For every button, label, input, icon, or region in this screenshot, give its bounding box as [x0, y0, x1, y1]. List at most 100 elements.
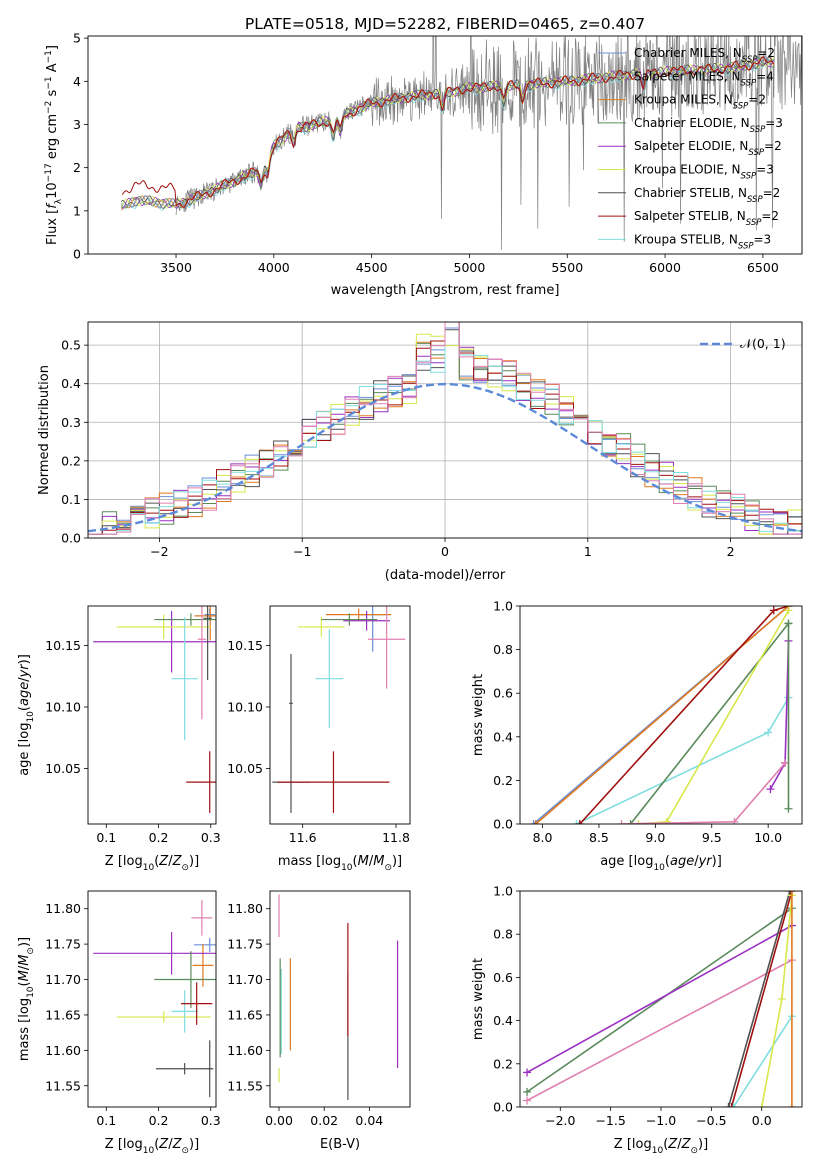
kroupa-elodie-marker: [634, 820, 643, 824]
kroupa-miles-marker: [531, 820, 540, 824]
chabrier-elodie-marker: [784, 619, 793, 628]
y-tick-label: 11.65: [45, 1007, 81, 1022]
pink-marker: [523, 1096, 532, 1105]
label-part: age [: [17, 742, 32, 775]
axes-frame: [519, 890, 803, 1108]
label-part: 10: [341, 863, 353, 873]
y-tick-label: 3: [73, 117, 81, 132]
y-tick-label: 10.15: [45, 638, 81, 653]
salpeter-stelib-marker: [575, 820, 584, 824]
chabrier-elodie-marker: [784, 804, 793, 813]
chabrier-elodie-cumulative-line: [629, 622, 790, 824]
y-tick-label: 0.4: [493, 729, 513, 744]
legend-suffix: =4: [756, 69, 774, 83]
salpeter-elodie-marker: [766, 785, 775, 794]
chabrier-stelib-cumulative-line: [727, 891, 791, 1107]
y-tick-label: 1.0: [493, 884, 513, 899]
residual-y-label: Normed distribution: [37, 365, 52, 495]
y-tick-label: 0.8: [493, 927, 513, 942]
pink-histogram: [88, 322, 802, 535]
legend-text: Kroupa MILES, N: [634, 93, 733, 107]
weight-vs-age-chart-x-label: age [log10(age/yr)]: [600, 854, 722, 873]
legend-label-chabrier_elodie: Chabrier ELODIE, NSSP=3: [634, 116, 783, 135]
legend-sub: SSP: [733, 102, 749, 112]
weight-vs-metallicity-chart-x-label: Z [log10(Z/Z⊙)]: [614, 1137, 708, 1156]
label-part: M: [373, 854, 384, 869]
label-part: −1: [44, 76, 54, 89]
y-tick-label: 11.70: [227, 972, 263, 987]
label-part: Z [: [614, 1137, 632, 1152]
legend-label-chabrier_miles: Chabrier MILES, NSSP=2: [634, 46, 775, 65]
label-part: )]: [17, 654, 32, 664]
legend-text: Salpeter ELODIE, N: [634, 139, 748, 153]
y-tick-label: 11.55: [45, 1078, 81, 1093]
label-part: log: [17, 723, 32, 743]
label-part: /: [17, 677, 32, 682]
legend-label-salpeter_elodie: Salpeter ELODIE, NSSP=2: [634, 139, 782, 158]
label-part: Z [: [105, 1137, 123, 1152]
label-part: 10: [143, 1146, 155, 1156]
kroupa-stelib-marker: [729, 1103, 738, 1107]
legend-label-chabrier_stelib: Chabrier STELIB, NSSP=2: [634, 186, 780, 205]
x-tick-label: 0.2: [149, 830, 169, 845]
label-part: log: [123, 1137, 143, 1152]
kroupa-miles-marker: [787, 891, 796, 895]
label-part: ⊙: [181, 863, 189, 873]
label-part: ⊙: [690, 1146, 698, 1156]
label-part: )]: [17, 937, 32, 947]
y-tick-label: 11.75: [45, 937, 81, 952]
kroupa-elodie-cumulative-line: [638, 610, 790, 824]
label-part: age [: [600, 854, 633, 869]
y-tick-label: 0.0: [493, 817, 513, 832]
label-part: Flux [: [45, 209, 60, 245]
y-tick-label: 0.1: [61, 492, 81, 507]
label-part: Z: [681, 1137, 692, 1152]
legend-text: Chabrier ELODIE, N: [634, 116, 750, 130]
y-tick-label: 11.60: [227, 1043, 263, 1058]
label-part: 10: [45, 182, 60, 199]
label-part: log: [123, 854, 143, 869]
pink-marker: [730, 817, 739, 824]
mass-vs-metallicity-chart: 0.1 0.2 0.3 11.55 11.60 11.65 11.70 11.75 11.80 Z…: [17, 890, 221, 1156]
kroupa-elodie-marker: [784, 606, 793, 615]
x-tick-label: 0: [441, 544, 449, 559]
y-tick-label: 2: [73, 160, 81, 175]
label-part: )]: [698, 1137, 708, 1152]
x-tick-label: 0.04: [355, 1113, 383, 1128]
label-part: M: [358, 854, 369, 869]
label-part: Z: [172, 1137, 183, 1152]
label-part: age: [670, 854, 694, 869]
label-part: M: [17, 955, 32, 966]
label-part: (: [353, 854, 358, 869]
y-tick-label: 0.8: [493, 642, 513, 657]
label-part: λ: [54, 198, 64, 204]
normal-distribution-curve: [88, 382, 802, 533]
mass-vs-metallicity-chart-y-label: mass [log10(M/M⊙)]: [17, 937, 36, 1061]
label-part: (: [17, 981, 32, 986]
label-part: −17: [44, 163, 54, 182]
salpeter-stelib-model-line: [121, 56, 775, 208]
axes-frame: [87, 890, 217, 1108]
label-part: yr: [17, 663, 32, 679]
kroupa-stelib-marker: [764, 728, 773, 737]
x-tick-label: 9.0: [645, 830, 665, 845]
x-tick-label: 2: [727, 544, 735, 559]
age_vs_mass-plot-area: [272, 606, 406, 813]
label-part: /: [677, 1137, 682, 1152]
legend-label-salpeter_stelib: Salpeter STELIB, NSSP=2: [634, 209, 779, 228]
y-tick-label: 1: [73, 203, 81, 218]
x-tick-label: 5500: [551, 260, 583, 275]
y-tick-label: 11.80: [45, 901, 81, 916]
legend-suffix: =2: [748, 93, 766, 107]
y-tick-label: 0.2: [493, 1056, 513, 1071]
x-tick-label: 0.00: [265, 1113, 293, 1128]
legend-text: Salpeter STELIB, N: [634, 209, 746, 223]
legend-suffix: =3: [765, 116, 783, 130]
legend-suffix: =2: [757, 46, 775, 60]
legend-suffix: =3: [754, 232, 772, 246]
residual-legend: 𝒩(0, 1): [700, 336, 786, 351]
x-tick-label: 6500: [747, 260, 779, 275]
legend-label-salpeter_miles: Salpeter MILES, NSSP=4: [634, 69, 774, 88]
label-part: (: [154, 1137, 159, 1152]
